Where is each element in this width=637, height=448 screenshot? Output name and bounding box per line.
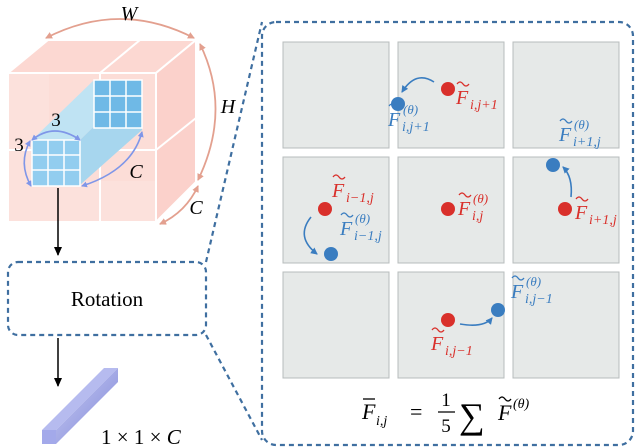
svg-text:i−1,j: i−1,j: [346, 191, 374, 206]
kernel-prism: [31, 79, 143, 187]
formula-rhs: F: [497, 400, 512, 425]
svg-text:F: F: [574, 202, 588, 224]
svg-text:i,j: i,j: [472, 209, 483, 224]
svg-text:(θ): (θ): [355, 211, 370, 226]
output-vector: [42, 368, 118, 444]
rotation-arrow-r2-c1: [459, 317, 493, 326]
rotated-point-r1-c2: [546, 158, 560, 172]
formula-numerator: 1: [441, 390, 451, 411]
original-point-r0-c1: [441, 82, 455, 96]
rotated-point-r1-c0: [324, 247, 338, 261]
svg-text:i−1,j: i−1,j: [354, 229, 382, 244]
svg-text:i+1,j: i+1,j: [589, 213, 617, 228]
svg-text:F: F: [430, 333, 444, 355]
rotated-point-r2-c1: [491, 303, 505, 317]
original-point-r2-c1: [441, 313, 455, 327]
formula-rhs-tilde: [498, 396, 512, 402]
original-point-r1-c2: [558, 202, 572, 216]
formula-rhs-sup: (θ): [513, 397, 530, 412]
kernel-channel-label: C: [129, 161, 143, 183]
svg-text:i,j−1: i,j−1: [445, 344, 473, 359]
original-point-r1-c0: [318, 202, 332, 216]
formula-lhs: F: [361, 399, 376, 424]
rotation-arrow-r0-c1: [401, 76, 435, 93]
rotated-point-r0-c1: [391, 97, 405, 111]
svg-text:F: F: [457, 198, 471, 220]
grid-cell-r0-c2: [512, 41, 620, 149]
svg-text:i,j+1: i,j+1: [402, 120, 430, 135]
svg-text:F: F: [339, 218, 353, 240]
svg-text:F: F: [331, 180, 345, 202]
width-label: W: [121, 3, 140, 25]
kernel-width-arrow: [31, 130, 81, 141]
formula-denominator: 5: [441, 416, 451, 437]
kernel-size-label-b: 3: [51, 110, 61, 131]
svg-text:F: F: [455, 87, 469, 109]
rotation-label: Rotation: [71, 287, 144, 311]
connector-top: [204, 21, 264, 263]
original-point-r1-c1: [441, 202, 455, 216]
formula-sum: ∑: [459, 396, 485, 436]
depth-label: C: [189, 197, 203, 219]
grid-cell-r2-c2: [512, 271, 620, 379]
kernel-height-arrow: [23, 140, 32, 187]
svg-text:(θ): (θ): [526, 274, 541, 289]
svg-text:(θ): (θ): [403, 102, 418, 117]
formula-lhs-sub: i,j: [376, 414, 387, 429]
svg-text:i+1,j: i+1,j: [573, 135, 601, 150]
rotation-arrow-r1-c0: [303, 216, 318, 255]
svg-text:F: F: [387, 109, 401, 131]
rotation-box: [6, 260, 208, 337]
kernel-size-label-a: 3: [14, 135, 24, 156]
svg-text:(θ): (θ): [574, 117, 589, 132]
grid-cell-r2-c0: [282, 271, 390, 379]
svg-text:(θ): (θ): [473, 191, 488, 206]
aggregation-formula: F i,j = 1 5 ∑ F (θ): [361, 390, 530, 437]
svg-text:i,j−1: i,j−1: [525, 292, 553, 307]
connector-bottom: [205, 334, 263, 441]
depth-arc: [159, 185, 199, 225]
height-arc: [197, 43, 217, 181]
rotation-arrow-r1-c2: [562, 166, 573, 198]
svg-text:F: F: [510, 281, 524, 303]
grid-cell-r0-c0: [282, 41, 390, 149]
grid-cell-r1-c0: [282, 156, 390, 264]
svg-text:F: F: [558, 124, 572, 146]
width-arc: [45, 18, 195, 39]
output-size-label: 1 × 1 × C: [101, 425, 182, 448]
svg-text:i,j+1: i,j+1: [470, 98, 498, 113]
kernel-depth-arrow: [81, 131, 144, 188]
formula-equals: =: [410, 399, 422, 424]
height-label: H: [220, 96, 237, 118]
